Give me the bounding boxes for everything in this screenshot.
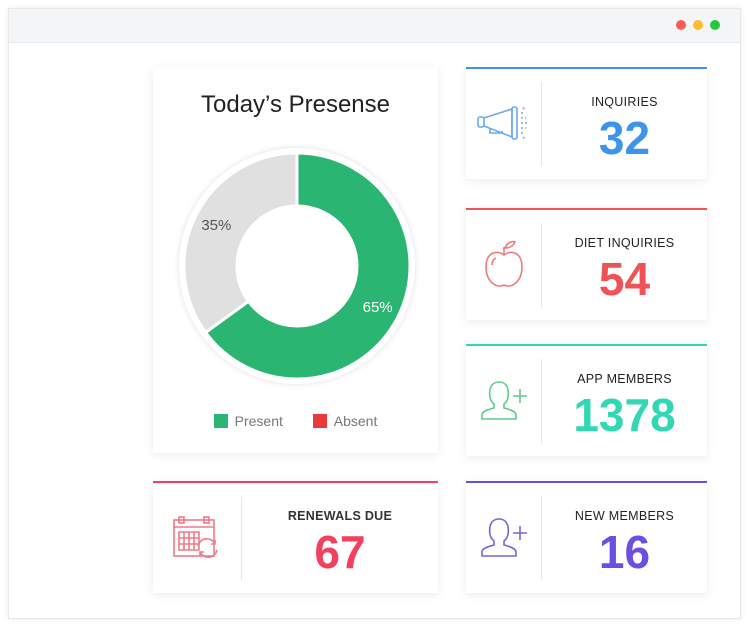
minimize-dot[interactable] xyxy=(693,20,703,30)
megaphone-icon xyxy=(466,69,541,179)
renewals-due-card[interactable]: RENEWALS DUE 67 xyxy=(153,481,438,593)
stat-label: NEW MEMBERS xyxy=(574,509,675,523)
legend-label: Present xyxy=(234,413,283,429)
legend-swatch xyxy=(213,414,228,428)
close-dot[interactable] xyxy=(676,20,686,30)
add-user-icon xyxy=(466,483,541,593)
stat-value: 54 xyxy=(598,253,651,305)
stat-value: 1378 xyxy=(573,389,676,441)
stat-label: DIET INQUIRIES xyxy=(574,236,675,250)
slice-present[interactable] xyxy=(203,151,412,381)
legend-item-absent[interactable]: Absent xyxy=(312,413,378,429)
presence-chart-card: Today’s Presense 65% 35% Present Absent xyxy=(153,67,438,453)
apple-icon xyxy=(466,210,541,320)
legend-item-present[interactable]: Present xyxy=(213,413,283,429)
legend: Present Absent xyxy=(153,413,438,429)
title-bar xyxy=(9,9,740,43)
add-user-icon xyxy=(466,346,541,456)
app-members-card[interactable]: APP MEMBERS 1378 xyxy=(466,344,707,456)
new-members-card[interactable]: NEW MEMBERS 16 xyxy=(466,481,707,593)
stat-value: 32 xyxy=(598,112,651,164)
stat-label: INQUIRIES xyxy=(591,95,658,109)
divider xyxy=(541,82,542,166)
donut-chart: 65% 35% xyxy=(179,148,415,384)
divider xyxy=(541,359,542,443)
slice-label: 35% xyxy=(201,217,231,234)
legend-label: Absent xyxy=(333,413,378,429)
legend-swatch xyxy=(312,414,327,428)
inquiries-card[interactable]: INQUIRIES 32 xyxy=(466,67,707,179)
slice-label: 65% xyxy=(363,299,393,316)
slice-absent[interactable] xyxy=(182,151,299,335)
divider xyxy=(241,496,242,580)
stat-value: 67 xyxy=(314,526,366,578)
chart-title: Today’s Presense xyxy=(201,91,390,118)
stat-label: RENEWALS DUE xyxy=(287,509,393,523)
stat-value: 16 xyxy=(598,526,651,578)
stat-label: APP MEMBERS xyxy=(577,372,672,386)
maximize-dot[interactable] xyxy=(710,20,720,30)
diet-inquiries-card[interactable]: DIET INQUIRIES 54 xyxy=(466,208,707,320)
divider xyxy=(541,223,542,307)
calendar-refresh-icon xyxy=(153,483,241,593)
divider xyxy=(541,496,542,580)
